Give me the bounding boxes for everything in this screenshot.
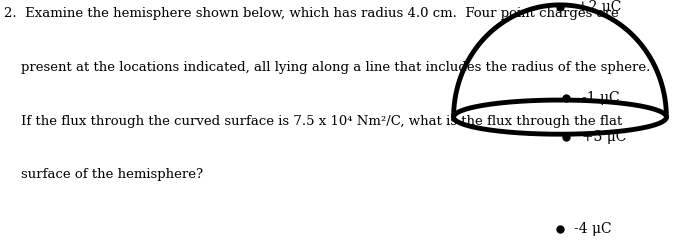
Text: surface of the hemisphere?: surface of the hemisphere? — [4, 168, 203, 181]
Text: -4 μC: -4 μC — [574, 222, 612, 236]
Text: present at the locations indicated, all lying along a line that includes the rad: present at the locations indicated, all … — [4, 61, 650, 74]
Text: +3 μC: +3 μC — [582, 130, 626, 144]
Text: 2.  Examine the hemisphere shown below, which has radius 4.0 cm.  Four point cha: 2. Examine the hemisphere shown below, w… — [4, 7, 619, 20]
Text: If the flux through the curved surface is 7.5 x 10⁴ Nm²/C, what is the flux thro: If the flux through the curved surface i… — [4, 115, 622, 128]
Text: -1 μC: -1 μC — [582, 91, 620, 105]
Text: +2 μC: +2 μC — [577, 0, 621, 14]
